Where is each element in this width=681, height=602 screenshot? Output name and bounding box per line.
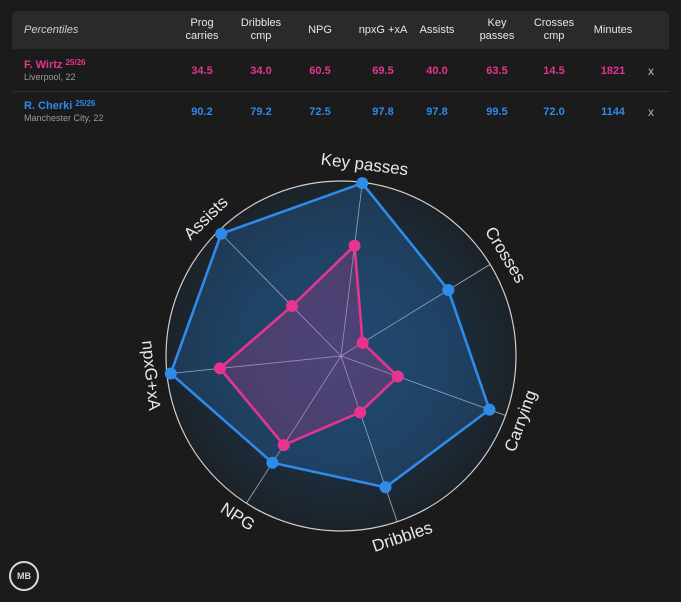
- cell-crosses-cmp: 14.5: [543, 65, 565, 77]
- radar-series-area: [169, 181, 491, 489]
- cell-minutes: 1144: [601, 106, 625, 118]
- radar-series-area: [218, 244, 400, 447]
- radar-spoke: [166, 355, 342, 375]
- radar-point: [379, 481, 392, 494]
- radar-spoke: [218, 230, 342, 357]
- table-row: F. Wirtz 25/26 Liverpool, 22 34.5 34.0 6…: [12, 51, 669, 92]
- cell-assists: 97.8: [426, 106, 448, 118]
- cell-npxg-xa: 69.5: [372, 65, 394, 77]
- radar-point: [354, 406, 367, 419]
- cell-prog-carries: 34.5: [191, 65, 213, 77]
- table-header: Percentiles Prog carries Dribbles cmp NP…: [12, 11, 669, 49]
- axis-label: npxG+xA: [138, 340, 164, 413]
- cell-dribbles-cmp: 79.2: [250, 106, 272, 118]
- axis-label: Key passes: [320, 150, 410, 180]
- header-npxg-xa: npxG +xA: [358, 23, 408, 36]
- cell-prog-carries: 90.2: [191, 106, 213, 118]
- cell-npg: 72.5: [309, 106, 331, 118]
- radar-point: [215, 227, 228, 240]
- cell-assists: 40.0: [426, 65, 448, 77]
- radar-spoke: [246, 355, 342, 504]
- radar-point: [356, 336, 369, 349]
- radar-spoke: [340, 355, 506, 416]
- radar-point: [356, 177, 369, 190]
- header-percentiles: Percentiles: [24, 23, 79, 36]
- radar-spoke: [340, 182, 363, 357]
- radar-point: [285, 300, 298, 313]
- player-team: Liverpool, 22: [24, 72, 76, 82]
- radar-point: [277, 439, 290, 452]
- radar-point: [483, 403, 496, 416]
- percentiles-table: Percentiles Prog carries Dribbles cmp NP…: [12, 11, 669, 129]
- cell-crosses-cmp: 72.0: [543, 106, 565, 118]
- player-team: Manchester City, 22: [24, 113, 104, 123]
- header-minutes: Minutes: [593, 23, 633, 36]
- remove-player-button[interactable]: x: [648, 105, 654, 119]
- cell-npg: 60.5: [309, 65, 331, 77]
- remove-player-button[interactable]: x: [648, 64, 654, 78]
- cell-minutes: 1821: [600, 65, 626, 77]
- cell-key-passes: 99.5: [486, 106, 508, 118]
- radar-spoke: [340, 355, 398, 522]
- player-name: F. Wirtz 25/26: [24, 58, 86, 71]
- radar-point: [214, 362, 227, 375]
- radar-point: [348, 239, 361, 252]
- cell-dribbles-cmp: 34.0: [250, 65, 272, 77]
- radar-point: [266, 456, 279, 469]
- cell-npxg-xa: 97.8: [372, 106, 394, 118]
- header-dribbles-cmp: Dribbles cmp: [240, 17, 282, 42]
- header-crosses-cmp: Crosses cmp: [533, 17, 575, 42]
- table-row: R. Cherki 25/26 Manchester City, 22 90.2…: [12, 92, 669, 132]
- header-key-passes: Key passes: [479, 17, 515, 42]
- brand-logo: MB: [9, 561, 39, 591]
- header-prog-carries: Prog carries: [185, 17, 219, 42]
- radar-point: [442, 284, 455, 297]
- player-name: R. Cherki 25/26: [24, 99, 96, 112]
- header-npg: NPG: [308, 23, 332, 36]
- radar-point: [391, 370, 404, 383]
- header-assists: Assists: [419, 23, 455, 36]
- radar-point: [164, 367, 177, 380]
- cell-key-passes: 63.5: [486, 65, 508, 77]
